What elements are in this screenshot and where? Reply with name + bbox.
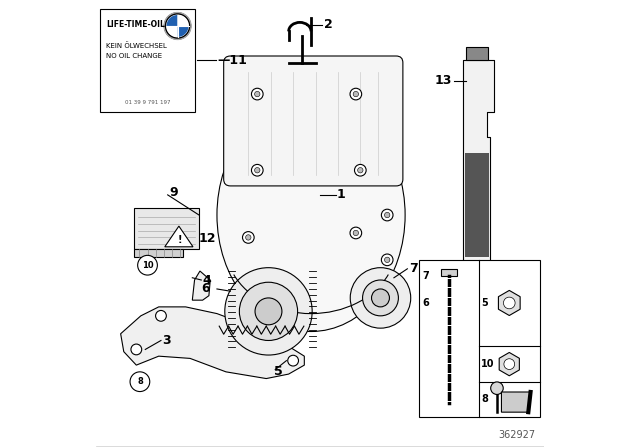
Text: —11: —11 [218,54,248,67]
Circle shape [255,168,260,173]
Circle shape [353,230,358,236]
Text: 8: 8 [137,377,143,386]
Text: 6: 6 [202,282,210,296]
Text: NO OIL CHANGE: NO OIL CHANGE [106,53,162,59]
Circle shape [350,227,362,239]
Text: 3: 3 [163,334,171,347]
Text: 13: 13 [435,74,452,87]
Polygon shape [192,271,210,300]
Circle shape [353,91,358,97]
Text: 7: 7 [409,262,417,276]
Text: 1: 1 [337,188,346,202]
Ellipse shape [350,267,411,328]
Ellipse shape [217,99,405,332]
Wedge shape [166,15,177,26]
Text: 5: 5 [275,365,283,379]
Text: KEIN ÖLWECHSEL: KEIN ÖLWECHSEL [106,42,167,48]
Circle shape [252,88,263,100]
Text: LIFE-TIME-OIL: LIFE-TIME-OIL [106,20,164,29]
Text: 362927: 362927 [498,430,535,440]
FancyBboxPatch shape [134,208,199,249]
Circle shape [381,254,393,266]
Text: 5: 5 [481,298,488,308]
Wedge shape [166,26,177,37]
Circle shape [243,232,254,243]
Ellipse shape [225,268,312,355]
Circle shape [385,212,390,218]
Text: 12: 12 [198,232,216,245]
Circle shape [255,91,260,97]
Text: 7: 7 [422,271,429,281]
Circle shape [355,164,366,176]
Circle shape [504,359,515,370]
Circle shape [385,257,390,263]
Text: 8: 8 [481,394,488,405]
Circle shape [381,209,393,221]
Ellipse shape [372,289,390,307]
Ellipse shape [255,298,282,325]
Circle shape [504,297,515,309]
Circle shape [131,344,141,355]
Ellipse shape [239,282,298,340]
Bar [419,260,540,417]
Ellipse shape [362,280,398,316]
FancyBboxPatch shape [224,56,403,186]
Circle shape [358,168,363,173]
Circle shape [164,13,191,39]
Bar [465,154,489,257]
Circle shape [130,372,150,392]
FancyBboxPatch shape [134,249,183,257]
Bar [466,47,488,60]
Polygon shape [121,307,305,379]
Polygon shape [164,226,193,247]
Text: 10: 10 [481,359,495,369]
Text: 9: 9 [169,186,178,199]
FancyBboxPatch shape [100,9,195,112]
Wedge shape [177,26,189,37]
Text: !: ! [178,235,182,245]
Circle shape [491,382,503,394]
Text: 10: 10 [141,261,154,270]
Circle shape [350,88,362,100]
Polygon shape [463,60,494,370]
Text: 2: 2 [324,18,332,31]
Text: 01 39 9 791 197: 01 39 9 791 197 [125,100,170,105]
Bar [441,269,457,276]
Circle shape [288,355,298,366]
Circle shape [166,15,189,38]
Circle shape [246,235,251,240]
Text: 4: 4 [202,273,211,287]
Circle shape [156,310,166,321]
Circle shape [252,164,263,176]
Wedge shape [177,15,189,26]
Text: 6: 6 [422,298,429,308]
Polygon shape [502,392,531,412]
Circle shape [138,255,157,275]
